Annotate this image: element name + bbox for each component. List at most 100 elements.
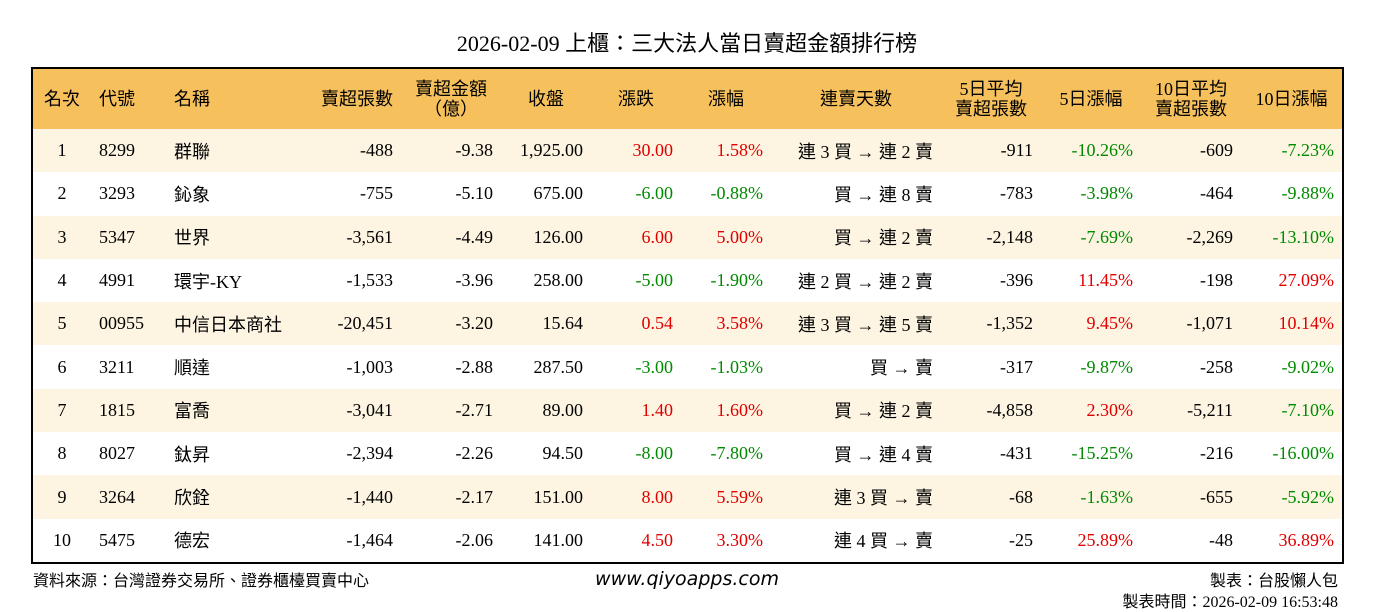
header-row: 名次 代號 名稱 賣超張數 賣超金額 （億） 收盤 漲跌 漲幅 連賣天數 5日平均 賣超張數 5日漲… [32,68,1343,129]
cell: -431 [1000,443,1033,464]
header-cell: 10日平均 賣超張數 [1141,68,1241,129]
cell: -1,464 [346,529,394,550]
table-row: 2 3293 鈊象 -755 -5.10 675.00 -6.00 -0.88% 買 → 連 8… [32,172,1343,215]
cell: -5.00 [635,270,674,291]
cell: 1,925.00 [501,129,591,173]
cell: 126.00 [501,215,591,259]
table-body: 1 8299 群聯 -488 -9.38 1,925.00 30.00 1.58% 連 3 買 … [32,129,1343,563]
cell: -1,003 [346,356,394,377]
cell: 5.00% [681,215,771,259]
cell: 287.50 [533,356,584,377]
cell: -5.92% [1241,475,1343,519]
table-row: 9 3264 欣銓 -1,440 -2.17 151.00 8.00 5.59% 連 3 買 →… [32,475,1343,519]
cell: 10.14% [1241,302,1343,346]
cell: 8 [57,443,67,464]
header-cell: 名次 [32,68,91,129]
cell: 1.58% [681,129,771,173]
cell: 5475 [99,529,135,550]
cell: -2.17 [401,475,501,519]
cell: -2,394 [346,443,394,464]
source: 資料來源：台灣證券交易所、證券櫃檯買賣中心 [33,573,370,590]
cell: -6.00 [635,183,674,204]
table-row: 8 8027 鈦昇 -2,394 -2.26 94.50 -8.00 -7.80% 買 → 連 … [32,432,1343,475]
table-row: 4 4991 環宇-KY -1,533 -3.96 258.00 -5.00 -1.90% 連 … [32,259,1343,302]
cell: 675.00 [533,183,584,204]
cell: 2 [57,183,67,204]
header-cell: 代號 [91,68,166,129]
cell: 6.00 [591,215,681,259]
cell: -2.88 [455,356,494,377]
cell: 3.30% [716,529,764,550]
cell: 10 [53,529,71,550]
table-row: 1 8299 群聯 -488 -9.38 1,925.00 30.00 1.58% 連 3 買 … [32,129,1343,173]
cell: -2.26 [455,443,494,464]
cell: 中信日本商社 [166,302,301,346]
cell: -1.03% [710,356,764,377]
cell: 1.60% [681,388,771,433]
cell: 5347 [91,215,166,259]
cell: 德宏 [174,531,210,552]
cell: -4,858 [941,388,1041,433]
cell: 25.89% [1077,529,1134,550]
cell: 8299 [91,129,166,173]
cell: -9.88% [1281,183,1335,204]
cell: 買 → 賣 [870,358,933,379]
header-cell: 10日漲幅 [1241,68,1343,129]
cell: 15.64 [501,302,591,346]
cell: 連 4 買 → 賣 [834,531,933,552]
cell: 8.00 [591,475,681,519]
cell: -3.96 [455,270,494,291]
header-cell: 賣超張數 [301,68,401,129]
cell: 30.00 [591,129,681,173]
cell: 1815 [91,388,166,433]
cell: -198 [1200,270,1233,291]
cell: -10.26% [1041,129,1141,173]
cell: -7.23% [1241,129,1343,173]
cell: -13.10% [1241,215,1343,259]
table-row: 7 1815 富喬 -3,041 -2.71 89.00 1.40 1.60% 買 → 連 2 … [32,388,1343,433]
cell: -2,269 [1141,215,1241,259]
cell: 群聯 [166,129,301,173]
cell: -4.49 [401,215,501,259]
maker: 製表：台股懶人包 [1209,573,1338,590]
cell: -15.25% [1071,443,1134,464]
cell: 鈦昇 [174,444,210,465]
cell: -2.71 [401,388,501,433]
cell: 連 2 買 → 連 2 賣 [798,271,933,292]
cell: 買 → 連 4 賣 [834,444,933,465]
table-row: 5 00955 中信日本商社 -20,451 -3.20 15.64 0.54 3.58% 連 … [32,302,1343,346]
cell: -216 [1200,443,1233,464]
cell: -1.63% [1041,475,1141,519]
header-cell: 名稱 [166,68,301,129]
cell: -1,533 [346,270,394,291]
cell: -7.69% [1041,215,1141,259]
cell: -258 [1200,356,1233,377]
cell: 連 3 買 → 連 2 賣 [771,129,941,173]
cell: 4991 [99,270,135,291]
cell: 1 [32,129,91,173]
cell: 8027 [99,443,135,464]
cell: -5.10 [455,183,494,204]
header-cell: 漲幅 [681,68,771,129]
cell: -2,148 [941,215,1041,259]
title: 2026-02-09 上櫃：三大法人當日賣超金額排行榜 [456,31,918,56]
cell: 141.00 [533,529,584,550]
cell: -2.06 [455,529,494,550]
cell: 6 [57,356,67,377]
cell: -3,561 [301,215,401,259]
cell: 36.89% [1278,529,1335,550]
cell: -1,352 [941,302,1041,346]
cell: 2.30% [1041,388,1141,433]
cell: -3.20 [401,302,501,346]
cell: 9 [32,475,91,519]
cell: 5.59% [681,475,771,519]
cell: 258.00 [533,270,584,291]
cell: 7 [32,388,91,433]
cell: 鈊象 [174,184,210,205]
cell: -911 [941,129,1041,173]
cell: 買 → 連 2 賣 [771,388,941,433]
cell: 欣銓 [166,475,301,519]
cell: 27.09% [1278,270,1335,291]
cell: -5,211 [1141,388,1241,433]
header-cell: 漲跌 [591,68,681,129]
